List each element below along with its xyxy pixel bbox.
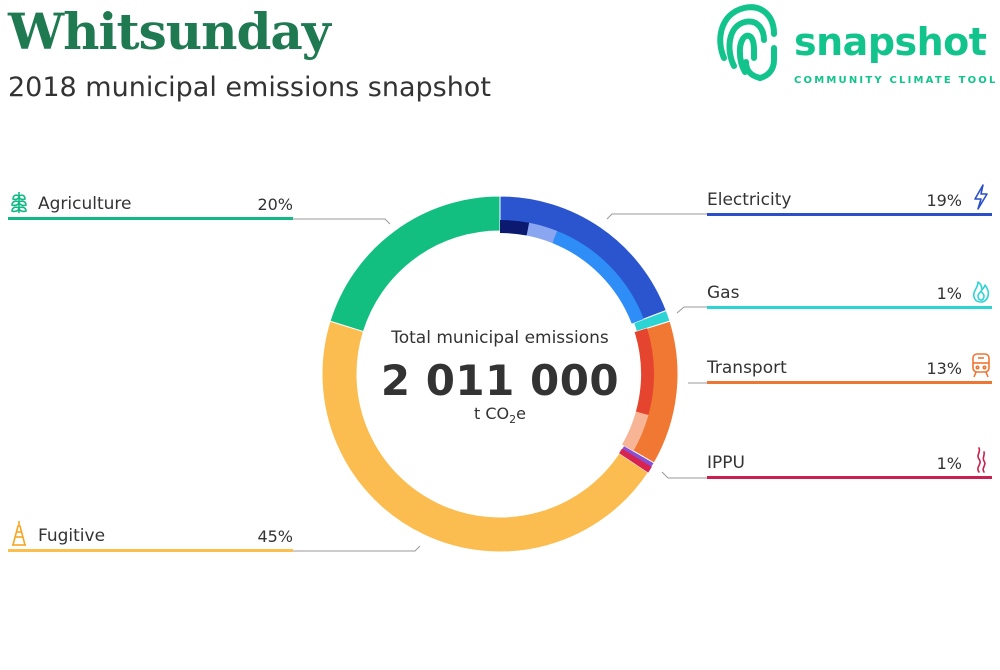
wheat-icon bbox=[11, 192, 27, 213]
leader-lines bbox=[293, 213, 708, 552]
label-agriculture-name: Agriculture bbox=[38, 194, 132, 214]
leader-line-ippu bbox=[661, 471, 708, 479]
label-agriculture-bar bbox=[8, 217, 293, 220]
donut-inner-ring bbox=[500, 220, 654, 451]
page-subtitle: 2018 municipal emissions snapshot bbox=[8, 72, 491, 103]
label-fugitive: Fugitive 45% bbox=[8, 518, 293, 552]
sub-slice-transport-4 bbox=[622, 411, 649, 451]
lightning-icon bbox=[974, 184, 988, 210]
leader-line-fugitive bbox=[293, 545, 421, 552]
total-emissions-unit: t CO2e bbox=[474, 404, 526, 427]
label-electricity-name: Electricity bbox=[707, 190, 792, 210]
center-caption: Total municipal emissions bbox=[391, 328, 609, 348]
sub-slice-electricity-0 bbox=[500, 220, 530, 236]
leader-line-agriculture bbox=[293, 218, 391, 225]
label-gas: Gas 1% bbox=[707, 275, 992, 309]
snapshot-logo: snapshot COMMUNITY CLIMATE TOOL bbox=[712, 0, 1000, 90]
label-agriculture-pct: 20% bbox=[257, 195, 293, 214]
slice-fugitive bbox=[321, 320, 649, 553]
label-agriculture: Agriculture 20% bbox=[8, 186, 293, 220]
slice-agriculture bbox=[329, 195, 501, 333]
smoke-icon bbox=[977, 447, 986, 473]
label-ippu-name: IPPU bbox=[707, 453, 745, 473]
label-electricity: Electricity 19% bbox=[707, 182, 992, 216]
oil-rig-icon bbox=[12, 521, 26, 546]
label-transport-pct: 13% bbox=[926, 359, 962, 378]
label-electricity-bar bbox=[707, 213, 992, 216]
sub-slice-electricity-1 bbox=[526, 222, 558, 244]
label-fugitive-name: Fugitive bbox=[38, 526, 106, 546]
slice-ippu-secondary bbox=[619, 448, 652, 473]
flame-icon bbox=[972, 281, 990, 303]
sub-slice-transport-3 bbox=[634, 328, 654, 416]
label-gas-name: Gas bbox=[707, 283, 740, 303]
page-title: Whitsunday bbox=[8, 2, 331, 61]
leader-line-electricity bbox=[606, 213, 708, 220]
leader-line-gas bbox=[676, 306, 708, 314]
logo-wordmark: snapshot bbox=[794, 20, 987, 64]
fingerprint-icon bbox=[717, 4, 777, 81]
label-fugitive-pct: 45% bbox=[257, 527, 293, 546]
label-transport-bar bbox=[707, 381, 992, 384]
label-gas-bar bbox=[707, 306, 992, 309]
sub-slice-electricity-2 bbox=[552, 231, 644, 324]
label-ippu: IPPU 1% bbox=[707, 445, 992, 479]
label-gas-pct: 1% bbox=[936, 284, 962, 303]
logo-tagline: COMMUNITY CLIMATE TOOL bbox=[794, 75, 998, 86]
label-transport: Transport 13% bbox=[707, 350, 992, 384]
label-fugitive-bar bbox=[8, 549, 293, 552]
label-ippu-bar bbox=[707, 476, 992, 479]
train-icon bbox=[972, 353, 990, 378]
label-transport-name: Transport bbox=[707, 358, 787, 378]
label-electricity-pct: 19% bbox=[926, 191, 962, 210]
total-emissions-value: 2 011 000 bbox=[380, 356, 620, 405]
label-ippu-pct: 1% bbox=[936, 454, 962, 473]
